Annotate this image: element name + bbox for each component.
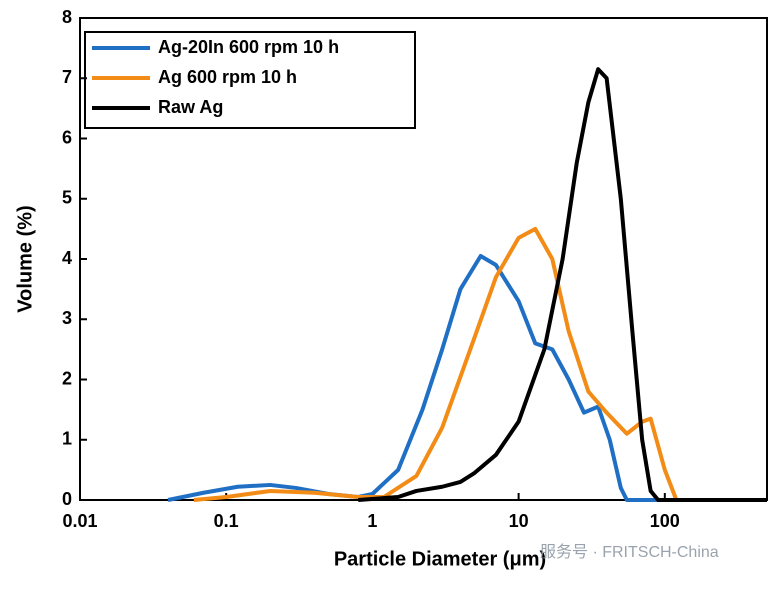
- y-tick-label: 3: [62, 308, 72, 328]
- y-tick-label: 8: [62, 7, 72, 27]
- series-line: [167, 253, 767, 502]
- y-tick-label: 1: [62, 429, 72, 449]
- y-tick-label: 2: [62, 368, 72, 388]
- y-axis-label: Volume (%): [14, 205, 36, 312]
- y-tick-label: 0: [62, 489, 72, 509]
- y-tick-label: 6: [62, 127, 72, 147]
- y-tick-label: 7: [62, 67, 72, 87]
- x-tick-label: 1: [367, 511, 377, 531]
- watermark: 服务号 · FRITSCH-China: [540, 543, 719, 561]
- x-axis-label: Particle Diameter (μm): [334, 548, 546, 570]
- series-line: [193, 226, 767, 502]
- x-tick-label: 0.1: [214, 511, 239, 531]
- legend-label: Raw Ag: [158, 97, 223, 117]
- x-tick-label: 0.01: [62, 511, 97, 531]
- y-tick-label: 4: [62, 248, 72, 268]
- y-tick-label: 5: [62, 188, 72, 208]
- series-line: [358, 67, 767, 502]
- legend-label: Ag-20In 600 rpm 10 h: [158, 37, 339, 57]
- x-tick-label: 10: [509, 511, 529, 531]
- legend-label: Ag 600 rpm 10 h: [158, 67, 297, 87]
- x-tick-label: 100: [650, 511, 680, 531]
